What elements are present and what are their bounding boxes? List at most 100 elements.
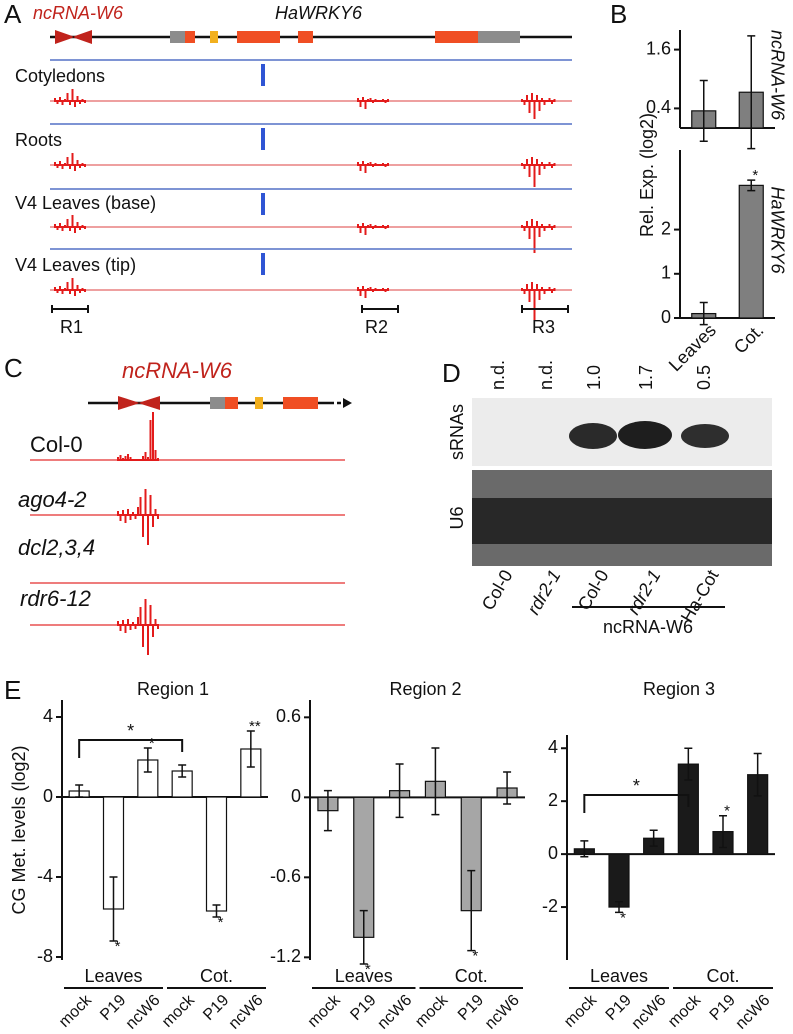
panel-label: D [442, 358, 461, 388]
coverage [117, 489, 159, 545]
coverage [357, 286, 389, 298]
x-tick-label: mock [305, 991, 345, 1031]
y-axis-label: ncRNA-W6 [767, 30, 787, 121]
signal [261, 253, 265, 275]
error-bar [649, 829, 658, 847]
coverage [521, 282, 556, 320]
track-label: V4 Leaves (tip) [15, 255, 136, 275]
error-bar [323, 789, 332, 832]
lane-label: rdr2-1 [523, 566, 564, 618]
coverage [521, 157, 556, 187]
track-label: Cotyledons [15, 66, 105, 86]
error-bar [359, 909, 368, 965]
coverage [54, 215, 86, 233]
gene-label: ncRNA-W6 [33, 3, 124, 23]
lane-value: n.d. [536, 360, 556, 390]
group-label: ncRNA-W6 [603, 617, 693, 637]
coverage [521, 93, 556, 119]
y-tick-label: 0 [43, 786, 53, 806]
lane-value: 1.7 [636, 365, 656, 390]
significance: * [149, 735, 155, 752]
signal [261, 193, 265, 215]
error-bar [699, 301, 708, 326]
significance: * [724, 803, 730, 820]
y-axis-label: HaWRKY6 [767, 186, 787, 274]
error-bar [719, 814, 727, 849]
track-label: rdr6-12 [20, 586, 91, 611]
blot [472, 398, 772, 566]
lane-label: rdr2-1 [623, 566, 664, 618]
error-bar [178, 764, 187, 778]
track-label: ago4-2 [18, 487, 87, 512]
gene-label: HaWRKY6 [275, 3, 363, 23]
bracket [78, 739, 184, 758]
x-tick-label: ncW6 [123, 992, 164, 1033]
x-tick-label: ncW6 [226, 992, 267, 1033]
y-axis-label: CG Met. levels (log2) [9, 745, 29, 914]
y-tick-label: 4 [43, 706, 53, 726]
x-tick-label: ncW6 [733, 992, 774, 1033]
error-bar [467, 869, 476, 952]
y-tick-label: -8 [37, 946, 53, 966]
group-label: Cot. [706, 966, 739, 986]
group-label: Cot. [455, 966, 488, 986]
row-label: sRNAs [447, 404, 467, 460]
significance: * [115, 938, 121, 955]
track-label: dcl2,3,4 [18, 535, 95, 560]
coverage [117, 599, 159, 655]
significance: * [218, 914, 224, 931]
significance: * [752, 167, 758, 184]
lane-value: 1.0 [584, 365, 604, 390]
bar-chart: 0.4 1.6 ncRNA-W6 [646, 30, 787, 150]
track-label: V4 Leaves (base) [15, 193, 156, 213]
bar [205, 796, 228, 912]
error-bar [699, 79, 708, 142]
coverage [357, 161, 389, 173]
error-bar [615, 901, 623, 914]
lane-label: Col-0 [478, 566, 517, 613]
coverage [357, 97, 389, 109]
row-label: U6 [447, 506, 467, 529]
gene-model [50, 30, 572, 44]
significance: * [365, 961, 371, 978]
y-tick-label: 1.6 [646, 38, 671, 58]
panel-label: A [4, 0, 22, 29]
group-label: Cot. [200, 966, 233, 986]
significance: * [620, 909, 626, 926]
error-bar [109, 876, 118, 942]
x-tick-label: mock [56, 991, 96, 1031]
x-tick-label: ncW6 [629, 992, 670, 1033]
chart-title: Region 3 [643, 679, 715, 699]
y-tick-label: 0 [291, 786, 301, 806]
error-bar [747, 35, 756, 150]
track-label: Roots [15, 130, 62, 150]
error-bar [395, 763, 404, 819]
bar [608, 853, 630, 908]
x-tick-label: mock [159, 991, 199, 1031]
y-tick-label: 0.4 [646, 97, 671, 117]
panel-label: C [4, 353, 23, 383]
signal [261, 128, 265, 150]
coverage [54, 153, 86, 171]
region-brackets [51, 305, 569, 313]
gene-model [88, 396, 352, 410]
group-label: Leaves [84, 966, 142, 986]
error-bar [431, 747, 440, 816]
y-tick-label: 2 [661, 218, 671, 238]
y-tick-label: 4 [548, 737, 558, 757]
bracket-label: * [633, 776, 640, 796]
region-label: R1 [60, 317, 83, 337]
y-tick-label: -0.6 [270, 866, 301, 886]
y-tick-label: 1 [661, 263, 671, 283]
panel-label: B [610, 0, 627, 29]
lane-value: n.d. [488, 360, 508, 390]
coverage [357, 223, 389, 235]
signal [261, 64, 265, 86]
bracket [583, 794, 690, 813]
lane-value: 0.5 [694, 365, 714, 390]
region-label: R2 [365, 317, 388, 337]
